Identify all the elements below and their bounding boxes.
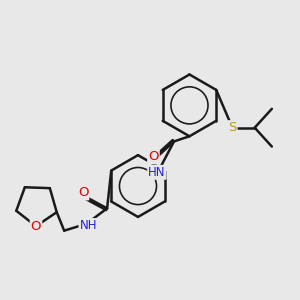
Text: O: O (78, 186, 88, 200)
Text: O: O (148, 150, 159, 164)
Text: HN: HN (148, 166, 166, 179)
Text: S: S (228, 121, 237, 134)
Text: O: O (31, 220, 41, 233)
Text: NH: NH (80, 219, 97, 232)
